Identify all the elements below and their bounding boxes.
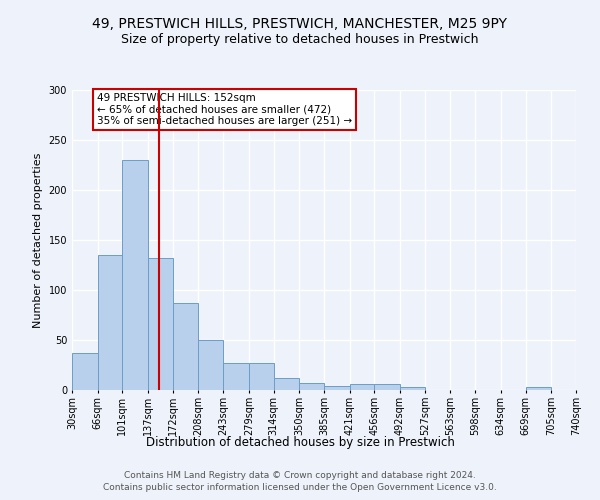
Bar (274, 378, 299, 390)
Y-axis label: Number of detached properties: Number of detached properties (33, 152, 43, 328)
Bar (223, 363, 249, 390)
Bar (400, 387, 425, 390)
Bar (199, 340, 223, 390)
Text: Distribution of detached houses by size in Prestwich: Distribution of detached houses by size … (146, 436, 454, 449)
Text: 49, PRESTWICH HILLS, PRESTWICH, MANCHESTER, M25 9PY: 49, PRESTWICH HILLS, PRESTWICH, MANCHEST… (92, 18, 508, 32)
Bar (148, 258, 173, 390)
Bar (299, 383, 324, 390)
Bar (526, 387, 551, 390)
Text: Contains public sector information licensed under the Open Government Licence v3: Contains public sector information licen… (103, 483, 497, 492)
Bar (350, 384, 374, 390)
Bar (122, 160, 148, 390)
Bar (98, 255, 122, 390)
Text: 49 PRESTWICH HILLS: 152sqm
← 65% of detached houses are smaller (472)
35% of sem: 49 PRESTWICH HILLS: 152sqm ← 65% of deta… (97, 93, 352, 126)
Bar (324, 386, 350, 390)
Bar (249, 363, 274, 390)
Bar (374, 384, 400, 390)
Bar (173, 303, 199, 390)
Text: Contains HM Land Registry data © Crown copyright and database right 2024.: Contains HM Land Registry data © Crown c… (124, 472, 476, 480)
Bar (72, 353, 98, 390)
Text: Size of property relative to detached houses in Prestwich: Size of property relative to detached ho… (121, 32, 479, 46)
